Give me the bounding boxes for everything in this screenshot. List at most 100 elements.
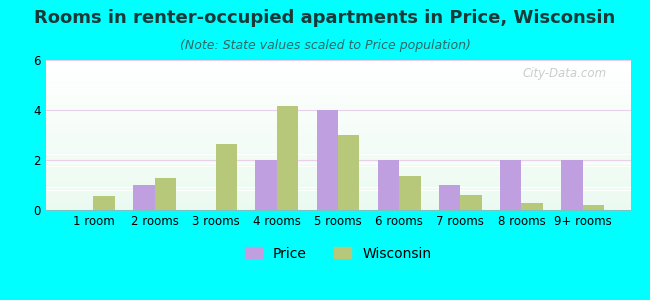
Bar — [46, 93, 630, 94]
Bar — [46, 120, 630, 121]
Bar — [46, 121, 630, 122]
Bar — [46, 200, 630, 201]
Bar — [521, 202, 543, 210]
Legend: Price, Wisconsin: Price, Wisconsin — [239, 241, 437, 266]
Bar — [46, 130, 630, 131]
Bar — [46, 88, 630, 89]
Bar — [46, 187, 630, 188]
Bar — [46, 169, 630, 170]
Bar — [46, 135, 630, 136]
Bar — [561, 160, 582, 210]
Bar — [399, 176, 421, 210]
Bar — [46, 180, 630, 181]
Bar — [46, 126, 630, 127]
Bar — [46, 189, 630, 190]
Bar — [46, 149, 630, 150]
Bar — [46, 79, 630, 80]
Bar — [46, 76, 630, 77]
Bar — [46, 124, 630, 125]
Bar — [46, 191, 630, 192]
Bar — [46, 188, 630, 189]
Bar — [46, 152, 630, 153]
Text: City-Data.com: City-Data.com — [523, 68, 607, 80]
Bar — [46, 162, 630, 163]
Bar — [46, 103, 630, 104]
Bar — [46, 64, 630, 65]
Bar — [378, 160, 399, 210]
Bar — [46, 100, 630, 101]
Bar — [46, 112, 630, 113]
Bar — [46, 96, 630, 97]
Bar — [46, 102, 630, 103]
Bar — [46, 207, 630, 208]
Bar — [46, 174, 630, 175]
Bar — [317, 110, 338, 210]
Bar — [46, 115, 630, 116]
Bar — [46, 111, 630, 112]
Bar — [46, 81, 630, 82]
Bar — [46, 146, 630, 147]
Bar — [46, 182, 630, 183]
Bar — [46, 137, 630, 138]
Bar — [46, 105, 630, 106]
Bar — [46, 69, 630, 70]
Bar — [46, 205, 630, 206]
Bar — [46, 143, 630, 144]
Bar — [46, 144, 630, 145]
Bar — [46, 108, 630, 109]
Bar — [46, 68, 630, 69]
Bar — [46, 62, 630, 63]
Bar — [46, 202, 630, 203]
Bar — [46, 117, 630, 118]
Bar — [46, 194, 630, 195]
Bar — [46, 139, 630, 140]
Bar — [46, 106, 630, 107]
Bar — [46, 66, 630, 67]
Bar — [46, 114, 630, 115]
Bar — [46, 67, 630, 68]
Bar — [46, 145, 630, 146]
Bar — [46, 65, 630, 66]
Bar — [46, 175, 630, 176]
Bar — [46, 148, 630, 149]
Bar — [46, 71, 630, 72]
Bar — [46, 167, 630, 168]
Bar — [46, 204, 630, 205]
Bar — [46, 127, 630, 128]
Bar — [46, 132, 630, 133]
Bar — [460, 195, 482, 210]
Bar — [46, 78, 630, 79]
Bar — [46, 80, 630, 81]
Bar — [46, 125, 630, 126]
Bar — [46, 136, 630, 137]
Bar — [46, 63, 630, 64]
Text: (Note: State values scaled to Price population): (Note: State values scaled to Price popu… — [179, 39, 471, 52]
Bar — [46, 186, 630, 187]
Bar — [46, 185, 630, 186]
Bar — [46, 72, 630, 73]
Bar — [46, 154, 630, 155]
Bar — [216, 144, 237, 210]
Bar — [46, 157, 630, 158]
Bar — [46, 183, 630, 184]
Bar — [46, 101, 630, 102]
Bar — [46, 193, 630, 194]
Bar — [46, 150, 630, 151]
Bar — [46, 94, 630, 95]
Bar — [46, 97, 630, 98]
Bar — [46, 166, 630, 167]
Bar — [46, 60, 630, 61]
Bar — [46, 116, 630, 117]
Bar — [46, 199, 630, 200]
Bar — [46, 107, 630, 108]
Bar — [46, 109, 630, 110]
Bar — [46, 178, 630, 179]
Bar — [46, 85, 630, 86]
Bar — [46, 140, 630, 141]
Bar — [46, 85, 630, 86]
Bar — [133, 185, 155, 210]
Bar — [46, 184, 630, 185]
Bar — [46, 87, 630, 88]
Bar — [46, 128, 630, 129]
Bar — [46, 98, 630, 99]
